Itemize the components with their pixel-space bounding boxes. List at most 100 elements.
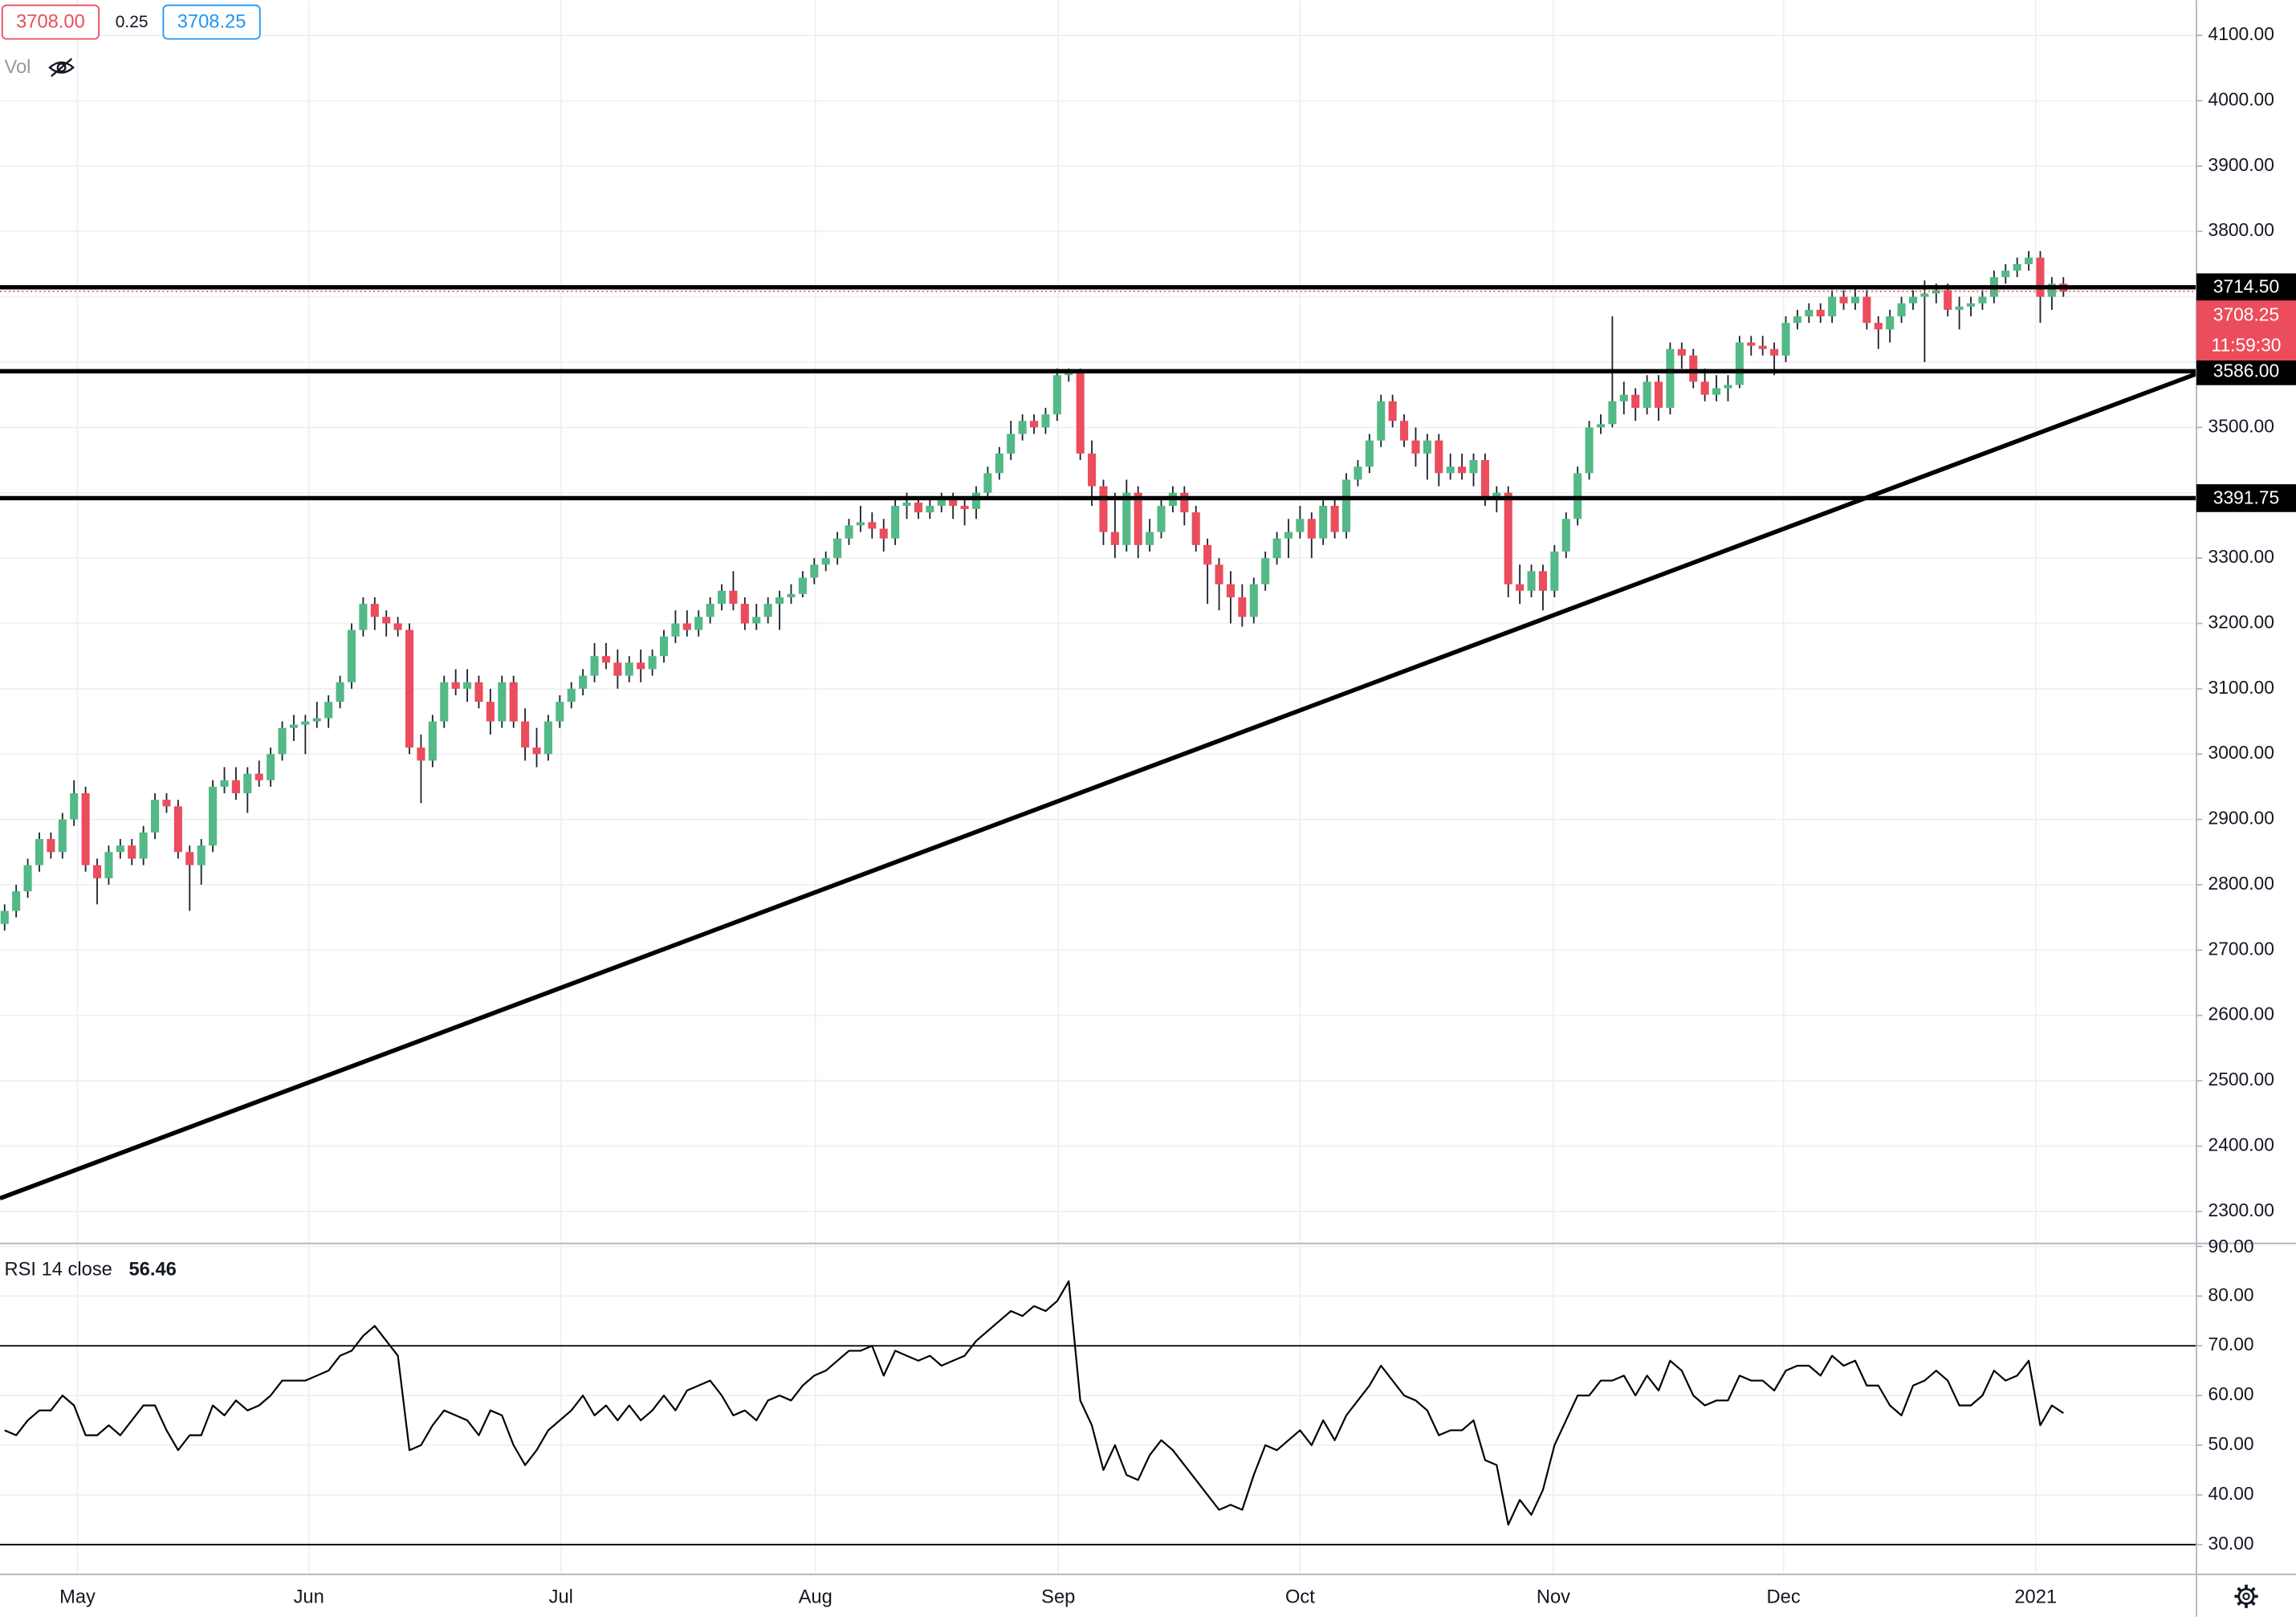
y-tick-label: 2400.00 xyxy=(2208,1134,2274,1155)
candle-body xyxy=(1134,492,1142,545)
candle-body xyxy=(1238,597,1247,617)
candle-body xyxy=(1631,394,1640,408)
rsi-last-value: 56.46 xyxy=(129,1260,177,1281)
candle-body xyxy=(798,577,807,594)
candle-body xyxy=(971,492,981,510)
candle-body xyxy=(324,702,333,719)
candle-body xyxy=(1029,421,1039,428)
candle-body xyxy=(70,793,79,820)
candle-body xyxy=(509,682,518,722)
candle-body xyxy=(162,800,171,807)
candle-body xyxy=(1805,309,1814,317)
candle-body xyxy=(1862,296,1871,324)
candle-body xyxy=(1735,342,1744,385)
candle-body xyxy=(1110,532,1119,545)
candle-body xyxy=(1341,479,1351,532)
y-tick-label: 3500.00 xyxy=(2208,415,2274,436)
candle-body xyxy=(1747,342,1756,346)
candle-body xyxy=(1596,424,1606,428)
candle-body xyxy=(1666,348,1675,408)
candle-body xyxy=(556,702,564,722)
candle-body xyxy=(1272,538,1281,559)
candle-body xyxy=(1643,381,1651,408)
candle-body xyxy=(1180,492,1189,513)
candle-body xyxy=(521,721,530,748)
y-tick-label: 30.00 xyxy=(2208,1533,2254,1554)
candle-body xyxy=(821,558,830,565)
candle-body xyxy=(463,682,472,689)
candle-body xyxy=(995,453,1003,474)
candle-body xyxy=(740,604,749,624)
candle-body xyxy=(671,623,680,637)
candle-body xyxy=(1781,323,1790,356)
candle-body xyxy=(104,852,113,878)
candle-body xyxy=(763,604,772,617)
ask-price: 3708.25 xyxy=(177,12,246,33)
x-tick-label: Jul xyxy=(549,1586,573,1607)
candle-body xyxy=(1944,290,1952,310)
candle-body xyxy=(1296,519,1305,532)
candle-body xyxy=(92,865,102,878)
candle-body xyxy=(1215,564,1223,584)
candle-body xyxy=(289,724,298,728)
candle-body xyxy=(717,590,727,605)
hide-volume-icon[interactable] xyxy=(48,58,75,77)
candle-body xyxy=(231,780,240,794)
candle-body xyxy=(1504,492,1512,584)
bar-countdown: 11:59:30 xyxy=(2211,335,2281,356)
candle-body xyxy=(128,845,136,859)
bid-box xyxy=(1,4,100,40)
candle-body xyxy=(1446,466,1455,474)
candle-body xyxy=(1146,532,1154,545)
candle-body xyxy=(659,636,669,657)
candle-body xyxy=(2001,271,2010,278)
candle-body xyxy=(1608,401,1617,425)
candle-body xyxy=(197,845,206,866)
candle-body xyxy=(902,502,911,507)
candle-body xyxy=(220,780,229,787)
candle-body xyxy=(1365,440,1374,467)
y-tick-label: 2900.00 xyxy=(2208,808,2274,829)
y-tick-label: 3000.00 xyxy=(2208,742,2274,763)
candle-body xyxy=(1041,414,1050,428)
candle-body xyxy=(185,852,194,866)
candle-body xyxy=(532,747,541,755)
y-tick-label: 3300.00 xyxy=(2208,546,2274,567)
level-price-box xyxy=(2196,484,2296,512)
candle-body xyxy=(787,593,796,597)
y-tick-label: 60.00 xyxy=(2208,1383,2254,1404)
candle-body xyxy=(1065,372,1073,376)
marks xyxy=(0,250,2196,1546)
candle-body xyxy=(1088,453,1097,487)
candle-body xyxy=(729,590,738,605)
candle-body xyxy=(543,721,552,755)
level-price-label: 3391.75 xyxy=(2213,487,2279,507)
candle-body xyxy=(1585,427,1594,474)
settings-icon[interactable] xyxy=(2234,1584,2258,1608)
candle-body xyxy=(81,793,90,866)
candle-body xyxy=(1203,544,1212,565)
x-tick-label: Oct xyxy=(1285,1586,1315,1607)
candle-body xyxy=(1007,434,1016,454)
candle-body xyxy=(486,702,495,722)
candle-body xyxy=(937,499,946,507)
candle-body xyxy=(926,506,934,513)
candle-body xyxy=(1249,584,1258,617)
x-tick-label: Dec xyxy=(1767,1586,1801,1607)
candle-body xyxy=(1284,532,1293,539)
candle-body xyxy=(682,623,691,630)
x-tick-label: Nov xyxy=(1537,1586,1570,1607)
candle-body xyxy=(1874,323,1883,330)
candle-body xyxy=(2025,257,2033,264)
candle-body xyxy=(440,682,449,722)
candle-body xyxy=(1435,440,1443,474)
candle-body xyxy=(1122,492,1131,545)
candle-body xyxy=(1052,375,1061,415)
candle-body xyxy=(1724,385,1732,389)
candle-body xyxy=(23,865,32,892)
x-tick-label: Sep xyxy=(1041,1586,1075,1607)
y-tick-label: 2300.00 xyxy=(2208,1200,2274,1220)
candle-body xyxy=(1619,394,1628,401)
